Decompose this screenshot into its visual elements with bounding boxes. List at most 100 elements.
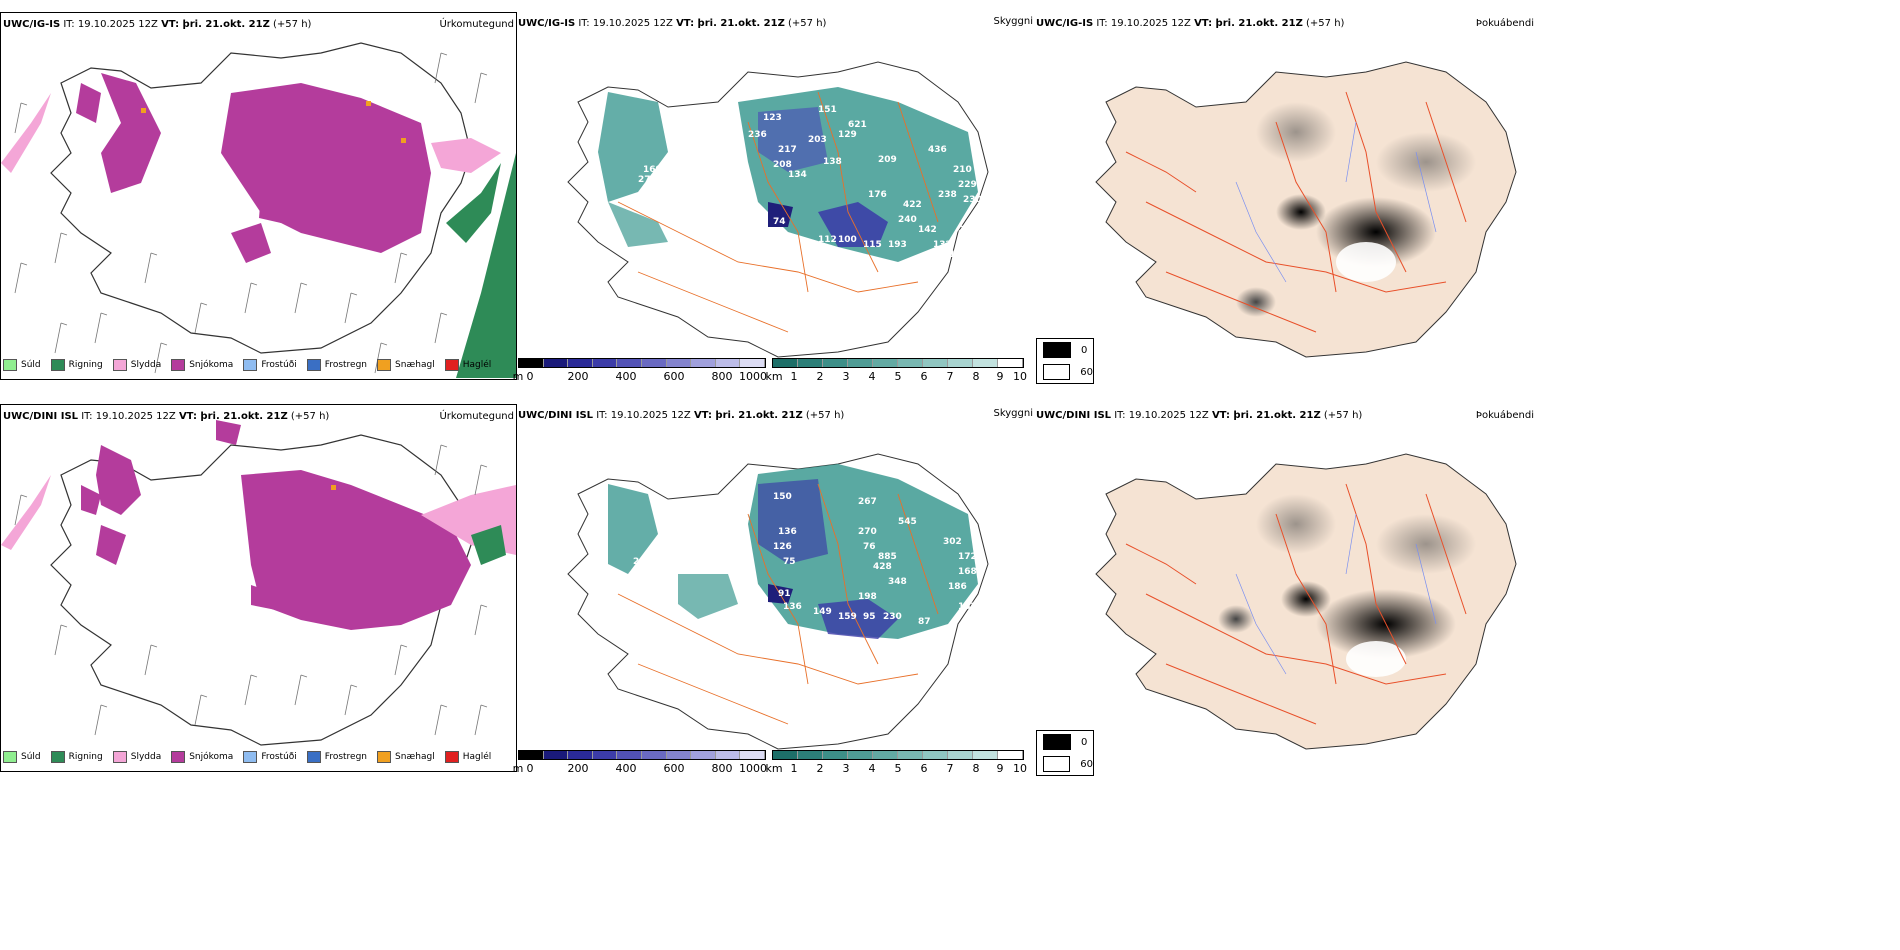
- ceiling-value-label: 112: [818, 235, 837, 245]
- ceiling-value-label: 149: [813, 607, 832, 617]
- legend-item: Frostregn: [306, 751, 367, 763]
- ceiling-value-label: 545: [898, 517, 917, 527]
- legend-item: Snjókoma: [171, 751, 233, 763]
- fog-map: [1095, 61, 1517, 358]
- precip-title: Úrkomutegund: [439, 19, 514, 30]
- legend-item: Snjókoma: [171, 359, 233, 371]
- ceiling-value-label: 238: [938, 190, 957, 200]
- ceiling-value-label: 422: [903, 200, 922, 210]
- ceiling-value-label: 150: [773, 492, 792, 502]
- ceiling-value-label: 169: [643, 165, 662, 175]
- panel-title: UWC/IG-IS IT: 19.10.2025 12Z VT: þri. 21…: [3, 19, 312, 30]
- visibility-colorbar: km 1 2 3 4 5 6 7 8 9 10: [765, 750, 1027, 775]
- ceiling-value-label: 87: [918, 617, 931, 627]
- ceiling-value-label: 275: [638, 175, 657, 185]
- panel-title: UWC/DINI ISL IT: 19.10.2025 12Z VT: þri.…: [3, 411, 330, 422]
- ceiling-value-label: 210: [953, 165, 972, 175]
- legend-item: Súld: [3, 751, 41, 763]
- visibility-colorbar: km 1 2 3 4 5 6 7 8 9 10: [765, 358, 1027, 383]
- ceiling-value-label: 91: [778, 589, 791, 599]
- ceiling-value-label: 78: [713, 617, 726, 627]
- ceiling-value-label: 115: [863, 240, 882, 250]
- ceiling-value-label: 100: [838, 235, 857, 245]
- ceiling-value-label: 74: [773, 217, 786, 227]
- ceiling-colorbar: m 0 200 400 600 800 1000: [513, 750, 767, 775]
- ceiling-value-label: 348: [888, 577, 907, 587]
- cloud-title: Skyggni: [993, 408, 1033, 419]
- legend-item: Frostúði: [243, 359, 297, 371]
- ceiling-value-label: 198: [858, 592, 877, 602]
- ceiling-value-label: 151: [818, 105, 837, 115]
- ceiling-value-label: 203: [808, 135, 827, 145]
- legend-item: Súld: [3, 359, 41, 371]
- ceiling-value-label: 126: [773, 542, 792, 552]
- ceiling-value-label: 157: [708, 220, 727, 230]
- precip-map: [1, 42, 516, 378]
- ceiling-value-label: 76: [863, 542, 876, 552]
- fog-title: Þokuábendi: [1475, 410, 1534, 421]
- ceiling-value-label: 360: [628, 572, 647, 582]
- precip-legend: Súld Rigning Slydda Snjókoma Frostúði Fr…: [3, 359, 491, 371]
- ceiling-value-label: 240: [898, 215, 917, 225]
- panel-title: UWC/IG-IS IT: 19.10.2025 12Z VT: þri. 21…: [1036, 18, 1345, 29]
- legend-item: Frostúði: [243, 751, 297, 763]
- ceiling-value-label: 217: [778, 145, 797, 155]
- legend-item: Rigning: [50, 359, 103, 371]
- cloud-panel-top: UWC/IG-IS IT: 19.10.2025 12Z VT: þri. 21…: [513, 12, 1033, 383]
- ceiling-value-label: 95: [863, 612, 876, 622]
- precip-panel-top: UWC/IG-IS IT: 19.10.2025 12Z VT: þri. 21…: [0, 12, 517, 380]
- ceiling-value-label: 229: [958, 180, 977, 190]
- ceiling-value-label: 123: [763, 113, 782, 123]
- legend-item: Haglél: [444, 751, 491, 763]
- legend-item: Rigning: [50, 751, 103, 763]
- ceiling-value-label: 885: [878, 552, 897, 562]
- panel-title: UWC/DINI ISL IT: 19.10.2025 12Z VT: þri.…: [1036, 410, 1363, 421]
- ceiling-value-label: 65: [703, 627, 716, 637]
- panel-title: UWC/IG-IS IT: 19.10.2025 12Z VT: þri. 21…: [518, 18, 827, 29]
- ceiling-colorbar: m 0 200 400 600 800 1000: [513, 358, 767, 383]
- ceiling-value-label: 142: [918, 225, 937, 235]
- ceiling-value-label: 168: [958, 567, 977, 577]
- ceiling-value-label: 172: [958, 552, 977, 562]
- fog-key: 0 60: [1036, 338, 1094, 384]
- ceiling-value-label: 236: [748, 130, 767, 140]
- ceiling-value-label: 138: [823, 157, 842, 167]
- precip-title: Úrkomutegund: [439, 411, 514, 422]
- fog-panel-bottom: UWC/DINI ISL IT: 19.10.2025 12Z VT: þri.…: [1036, 404, 1536, 776]
- ceiling-value-label: 230: [883, 612, 902, 622]
- precip-legend: Súld Rigning Slydda Snjókoma Frostúði Fr…: [3, 751, 491, 763]
- ceiling-value-label: 302: [943, 537, 962, 547]
- ceiling-value-label: 230: [963, 195, 982, 205]
- fog-panel-top: UWC/IG-IS IT: 19.10.2025 12Z VT: þri. 21…: [1036, 12, 1536, 384]
- legend-item: Snæhagl: [377, 751, 435, 763]
- ceiling-value-label: 267: [858, 497, 877, 507]
- ceiling-value-label: 115: [943, 250, 962, 260]
- precip-panel-bottom: UWC/DINI ISL IT: 19.10.2025 12Z VT: þri.…: [0, 404, 517, 772]
- ceiling-value-label: 209: [878, 155, 897, 165]
- panel-title: UWC/DINI ISL IT: 19.10.2025 12Z VT: þri.…: [518, 410, 845, 421]
- legend-item: Slydda: [112, 359, 161, 371]
- ceiling-value-label: 193: [888, 240, 907, 250]
- ceiling-value-label: 129: [838, 130, 857, 140]
- ceiling-value-label: 213: [633, 557, 652, 567]
- ceiling-value-label: 199: [708, 205, 727, 215]
- ceiling-value-label: 132: [933, 240, 952, 250]
- ceiling-value-label: 208: [773, 160, 792, 170]
- ceiling-value-label: 152: [958, 602, 977, 612]
- ceiling-value-label: 136: [783, 602, 802, 612]
- ceiling-value-label: 75: [783, 557, 796, 567]
- legend-item: Snæhagl: [377, 359, 435, 371]
- cloud-title: Skyggni: [993, 16, 1033, 27]
- legend-item: Slydda: [112, 751, 161, 763]
- fog-title: Þokuábendi: [1475, 18, 1534, 29]
- ceiling-value-label: 436: [928, 145, 947, 155]
- cloud-panel-bottom: UWC/DINI ISL IT: 19.10.2025 12Z VT: þri.…: [513, 404, 1033, 775]
- ceiling-value-label: 186: [948, 582, 967, 592]
- ceiling-value-label: 136: [778, 527, 797, 537]
- ceiling-value-label: 176: [868, 190, 887, 200]
- ceiling-value-label: 428: [873, 562, 892, 572]
- ceiling-value-label: 654: [848, 265, 867, 275]
